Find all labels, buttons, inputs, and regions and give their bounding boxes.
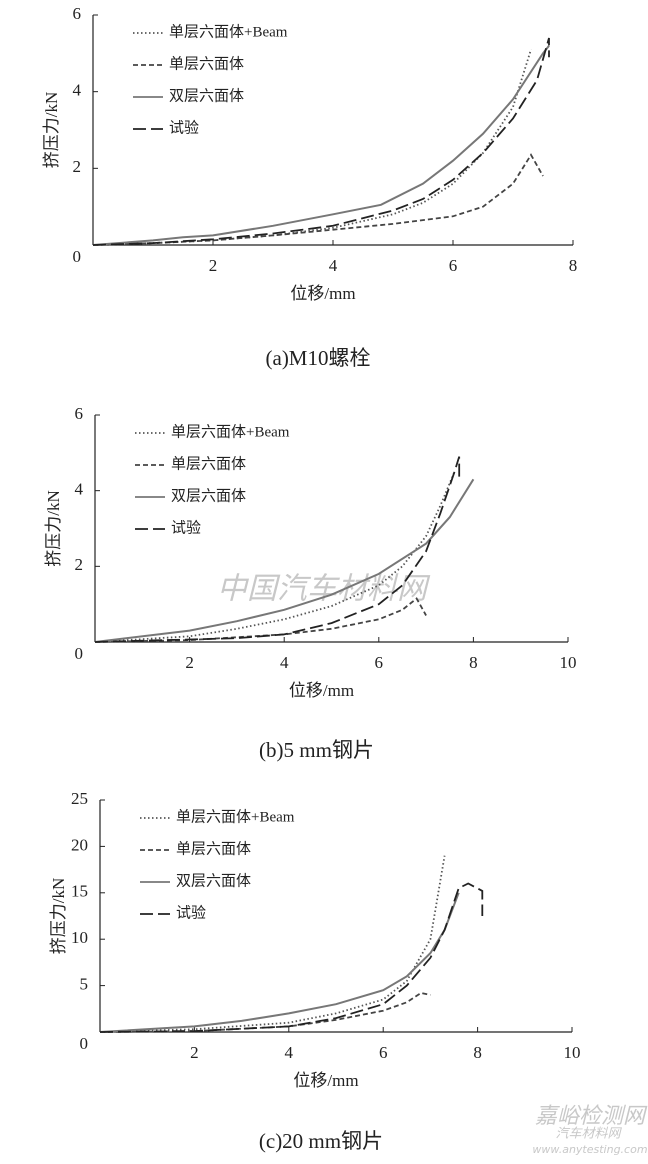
- watermark: 嘉峪检测网: [535, 1104, 648, 1129]
- legend-label: 单层六面体+Beam: [171, 423, 290, 440]
- y-tick-label: 20: [71, 835, 88, 854]
- x-tick-label: 2: [209, 256, 218, 275]
- y-tick-label: 2: [75, 555, 84, 574]
- y-tick-label: 6: [73, 4, 82, 23]
- y-tick-label: 5: [80, 975, 89, 994]
- x-tick-label: 2: [190, 1043, 199, 1062]
- legend-label: 试验: [169, 119, 199, 136]
- series-line: [92, 49, 532, 246]
- y-tick-label: 6: [75, 404, 84, 423]
- y-tick-label: 15: [71, 882, 88, 901]
- series-line: [99, 855, 446, 1033]
- series-line: [94, 456, 461, 643]
- series-line: [94, 478, 475, 643]
- legend-label: 单层六面体+Beam: [169, 23, 288, 40]
- x-tick-label: 4: [329, 256, 338, 275]
- y-axis-label: 挤压力/kN: [49, 878, 68, 955]
- x-tick-label: 10: [560, 653, 577, 672]
- series-line: [99, 892, 460, 1033]
- watermark: 中国汽车材料网: [217, 572, 431, 607]
- legend-label: 双层六面体: [176, 872, 251, 889]
- series-line: [92, 37, 550, 246]
- y-tick-label: 10: [71, 928, 88, 947]
- legend-label: 单层六面体: [176, 840, 251, 857]
- y-tick-label: 2: [73, 157, 82, 176]
- watermark: www.anytesting.com: [532, 1143, 647, 1156]
- y-axis-label: 挤压力/kN: [44, 490, 63, 567]
- caption: (c)20 mm钢片: [259, 1129, 383, 1153]
- series-line: [92, 45, 550, 246]
- x-axis-label: 位移/mm: [293, 1071, 358, 1090]
- y-tick-label: 25: [71, 789, 88, 808]
- caption: (a)M10螺栓: [266, 346, 371, 370]
- x-tick-label: 2: [185, 653, 194, 672]
- x-tick-label: 6: [449, 256, 458, 275]
- legend-label: 单层六面体+Beam: [176, 808, 295, 825]
- series-line: [99, 992, 431, 1033]
- x-tick-label: 6: [375, 653, 384, 672]
- series-line: [99, 882, 484, 1033]
- legend-label: 试验: [171, 519, 201, 536]
- x-tick-label: 4: [285, 1043, 294, 1062]
- y-tick-label: 4: [75, 480, 84, 499]
- y-tick-label: 0: [73, 247, 82, 266]
- x-tick-label: 8: [469, 653, 478, 672]
- legend-label: 单层六面体: [171, 455, 246, 472]
- legend-label: 单层六面体: [169, 55, 244, 72]
- watermark: 汽车材料网: [555, 1127, 622, 1142]
- series-line: [92, 153, 544, 246]
- y-axis-label: 挤压力/kN: [42, 92, 61, 169]
- y-tick-label: 4: [73, 81, 82, 100]
- x-axis-label: 位移/mm: [290, 284, 355, 303]
- x-tick-label: 8: [473, 1043, 482, 1062]
- x-axis-label: 位移/mm: [289, 681, 354, 700]
- x-tick-label: 6: [379, 1043, 388, 1062]
- legend-label: 双层六面体: [171, 487, 246, 504]
- series-line: [94, 471, 456, 643]
- x-tick-label: 4: [280, 653, 289, 672]
- x-tick-label: 8: [569, 256, 578, 275]
- legend-label: 试验: [176, 904, 206, 921]
- caption: (b)5 mm钢片: [259, 738, 374, 762]
- y-tick-label: 0: [75, 644, 84, 663]
- y-tick-label: 0: [80, 1034, 89, 1053]
- legend-label: 双层六面体: [169, 87, 244, 104]
- x-tick-label: 10: [564, 1043, 581, 1062]
